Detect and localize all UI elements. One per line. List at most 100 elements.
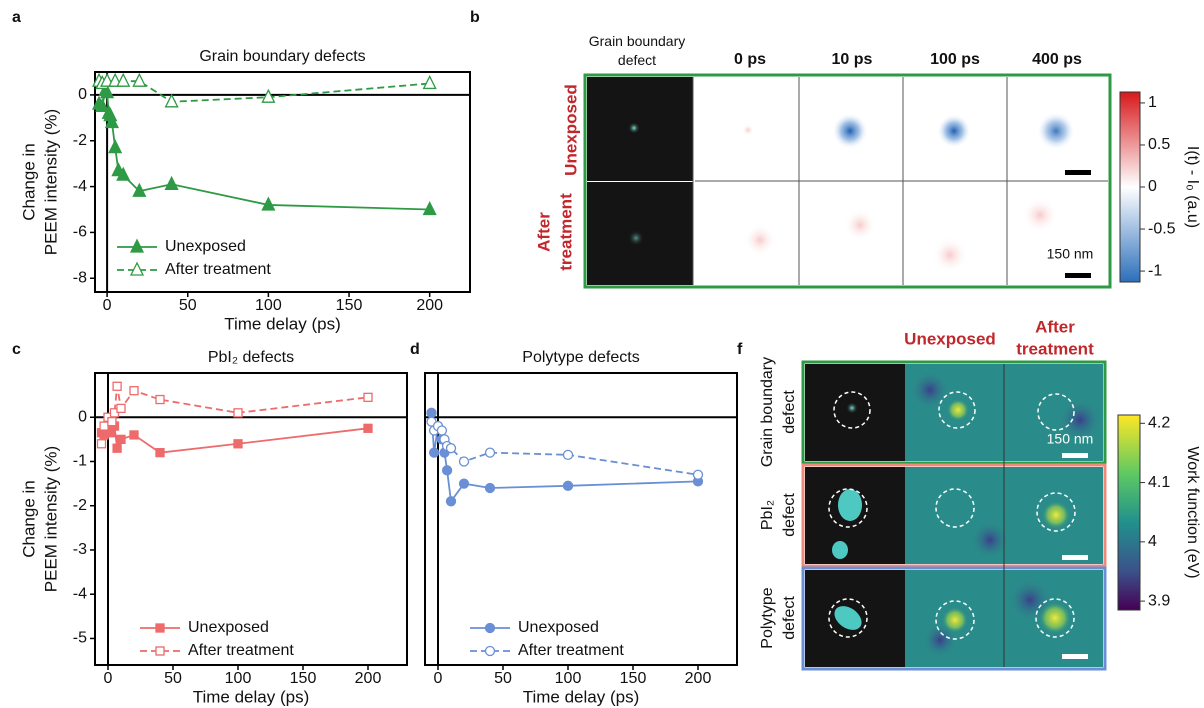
chart-title: PbI₂ defects: [208, 349, 294, 366]
y-tick-label: -2: [73, 132, 87, 149]
plot-frame: [424, 372, 738, 666]
column-label: 0 ps: [734, 51, 766, 68]
legend-marker: [129, 238, 145, 253]
colorbar-tick-label: 4: [1148, 533, 1157, 550]
chart-title: Grain boundary defects: [199, 48, 365, 65]
spot: [1022, 197, 1058, 233]
row-label: Unexposed: [561, 84, 580, 176]
spot: [832, 541, 848, 559]
marker: [132, 182, 147, 197]
diff-images: [692, 77, 1108, 285]
row-label: After: [534, 212, 553, 252]
dashed-circle: [1037, 393, 1075, 431]
colorbar-tick-label: 0.5: [1148, 136, 1170, 153]
marker: [104, 113, 119, 129]
column-label: Unexposed: [904, 329, 996, 348]
x-tick-label: 50: [164, 670, 182, 687]
marker: [458, 456, 470, 467]
marker: [445, 496, 457, 507]
marker: [441, 465, 453, 476]
legend-marker: [484, 645, 496, 657]
dashed-circle: [1035, 598, 1075, 638]
colorbar-tick-label: 4.1: [1148, 474, 1170, 491]
colorbar-tick-label: -1: [1148, 262, 1162, 279]
y-tick-label: -5: [73, 630, 87, 647]
marker: [436, 425, 448, 436]
column-label: 100 ps: [930, 51, 980, 68]
scale-label: 150 nm: [1047, 246, 1094, 262]
texture: [910, 370, 950, 410]
y-axis-label: PEEM intensity (%): [41, 109, 60, 255]
column-label: Grain boundary: [589, 33, 686, 49]
y-tick-label: -4: [73, 178, 87, 195]
panel-letter: f: [737, 341, 743, 358]
legend-label: After treatment: [518, 642, 624, 659]
image: [587, 77, 693, 181]
colorbar-tick-label: 3.9: [1148, 592, 1170, 609]
y-tick-label: -4: [73, 585, 87, 602]
colorbar: [1117, 414, 1141, 611]
x-tick-label: 100: [555, 670, 582, 687]
row-label: defect: [781, 493, 798, 537]
marker: [112, 381, 122, 391]
circles: [828, 391, 1076, 640]
dashed-circle: [935, 488, 975, 528]
marker: [484, 447, 496, 458]
y-axis-label: Change in: [19, 143, 38, 221]
row-label: treatment: [556, 193, 575, 271]
column-label: treatment: [1016, 339, 1094, 358]
marker: [562, 449, 574, 460]
scale-bar: [1062, 654, 1088, 659]
colorbar-tick-label: 1: [1148, 94, 1157, 111]
x-tick-label: 150: [336, 297, 363, 314]
image-panels: [583, 73, 1141, 671]
marker: [692, 469, 704, 480]
x-tick-label: 50: [494, 670, 512, 687]
x-axis-label: Time delay (ps): [523, 687, 640, 706]
panel-letter: b: [470, 9, 480, 26]
spot: [932, 237, 968, 273]
legend-marker: [129, 261, 145, 276]
marker: [426, 407, 437, 418]
marker: [164, 175, 179, 190]
marker: [233, 439, 243, 449]
marker: [233, 408, 243, 418]
marker: [458, 478, 470, 489]
spot: [846, 402, 858, 414]
spot: [742, 124, 754, 136]
marker: [422, 201, 437, 216]
marker: [132, 72, 147, 87]
row-label: defect: [781, 596, 798, 640]
series-line: [98, 88, 430, 211]
marker: [155, 394, 165, 405]
x-tick-label: 150: [290, 670, 317, 687]
marker: [95, 97, 110, 113]
marker: [445, 443, 457, 454]
colorbar-tick-label: 0: [1148, 178, 1157, 195]
x-tick-label: 200: [416, 297, 443, 314]
marker: [422, 75, 437, 90]
texture: [1058, 398, 1102, 442]
colorbar: [1119, 91, 1141, 283]
spot: [947, 399, 969, 421]
plot-frame: [94, 71, 471, 293]
x-tick-label: 100: [255, 297, 282, 314]
marker: [99, 421, 109, 431]
legend-label: Unexposed: [165, 238, 246, 255]
legend-label: After treatment: [165, 261, 271, 278]
legend-label: Unexposed: [518, 619, 599, 636]
panel-letter: d: [410, 341, 420, 358]
marker: [363, 423, 373, 433]
y-tick-label: -1: [73, 453, 87, 470]
row-label: defect: [781, 390, 798, 434]
x-axis-label: Time delay (ps): [193, 687, 310, 706]
panel-letter: a: [12, 9, 21, 26]
scale-label: 150 nm: [1047, 431, 1094, 447]
row-frame: [801, 463, 1107, 568]
marker: [116, 403, 126, 414]
marker: [107, 417, 117, 427]
colorbar-tick-label: 4.2: [1148, 415, 1170, 432]
row-label: Polytype: [759, 587, 776, 648]
x-tick-label: 200: [355, 670, 382, 687]
